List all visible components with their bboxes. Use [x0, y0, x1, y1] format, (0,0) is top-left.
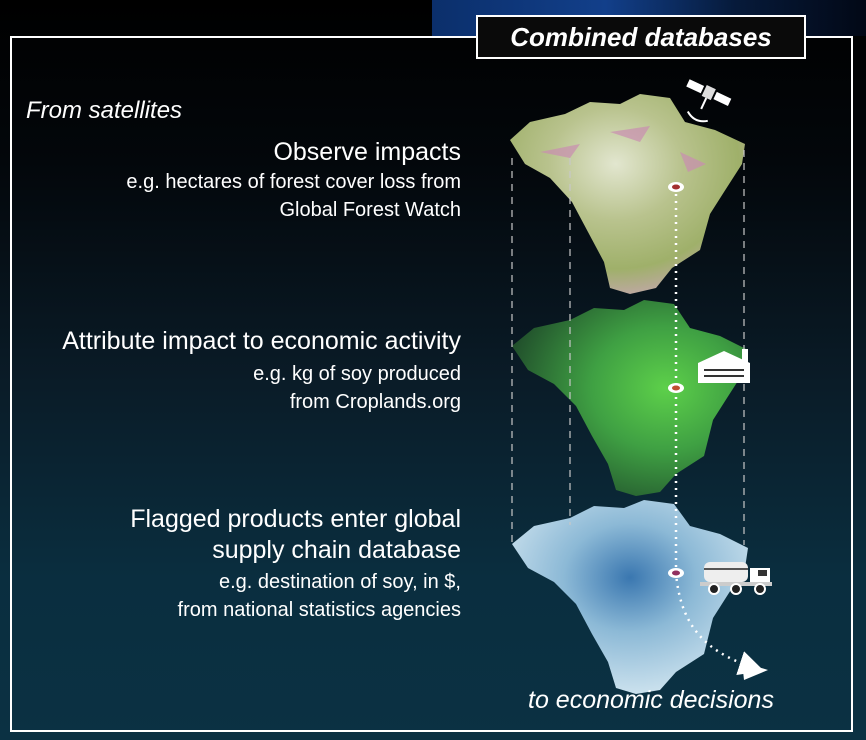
outcome-label: to economic decisions: [528, 686, 774, 714]
brazil-shape: [512, 300, 748, 496]
forest-cover-loss-map: [510, 94, 745, 294]
step1-detail-line2: Global Forest Watch: [279, 199, 461, 221]
layer-guide-lines: [511, 150, 745, 545]
brazil-shape: [510, 94, 745, 294]
step2-detail-line2: from Croplands.org: [289, 391, 461, 413]
step3-heading-line1: Flagged products enter global: [130, 505, 461, 533]
soy-croplands-map: [512, 300, 748, 496]
diagram-title: Combined databases: [476, 15, 806, 59]
location-markers: [668, 182, 684, 578]
step2-heading: Attribute impact to economic activity: [62, 327, 461, 355]
supply-chain-map: [512, 500, 748, 694]
source-label: From satellites: [26, 97, 183, 124]
forest-loss-patches: [540, 126, 706, 172]
step3-detail-line2: from national statistics agencies: [177, 599, 461, 621]
step3-detail-line1: e.g. destination of soy, in $,: [218, 571, 461, 593]
arrow-icon: [742, 662, 768, 680]
step1-heading: Observe impacts: [273, 138, 461, 166]
factory-icon: [698, 349, 750, 383]
diagram-frame: [10, 36, 853, 732]
step3-heading-line2: supply chain database: [212, 536, 461, 564]
satellite-icon: [686, 79, 732, 123]
brazil-shape: [512, 500, 748, 694]
truck-icon: [700, 562, 772, 595]
step2-detail-line1: e.g. kg of soy produced: [253, 363, 461, 385]
step1-detail-line1: e.g. hectares of forest cover loss from: [126, 171, 461, 193]
